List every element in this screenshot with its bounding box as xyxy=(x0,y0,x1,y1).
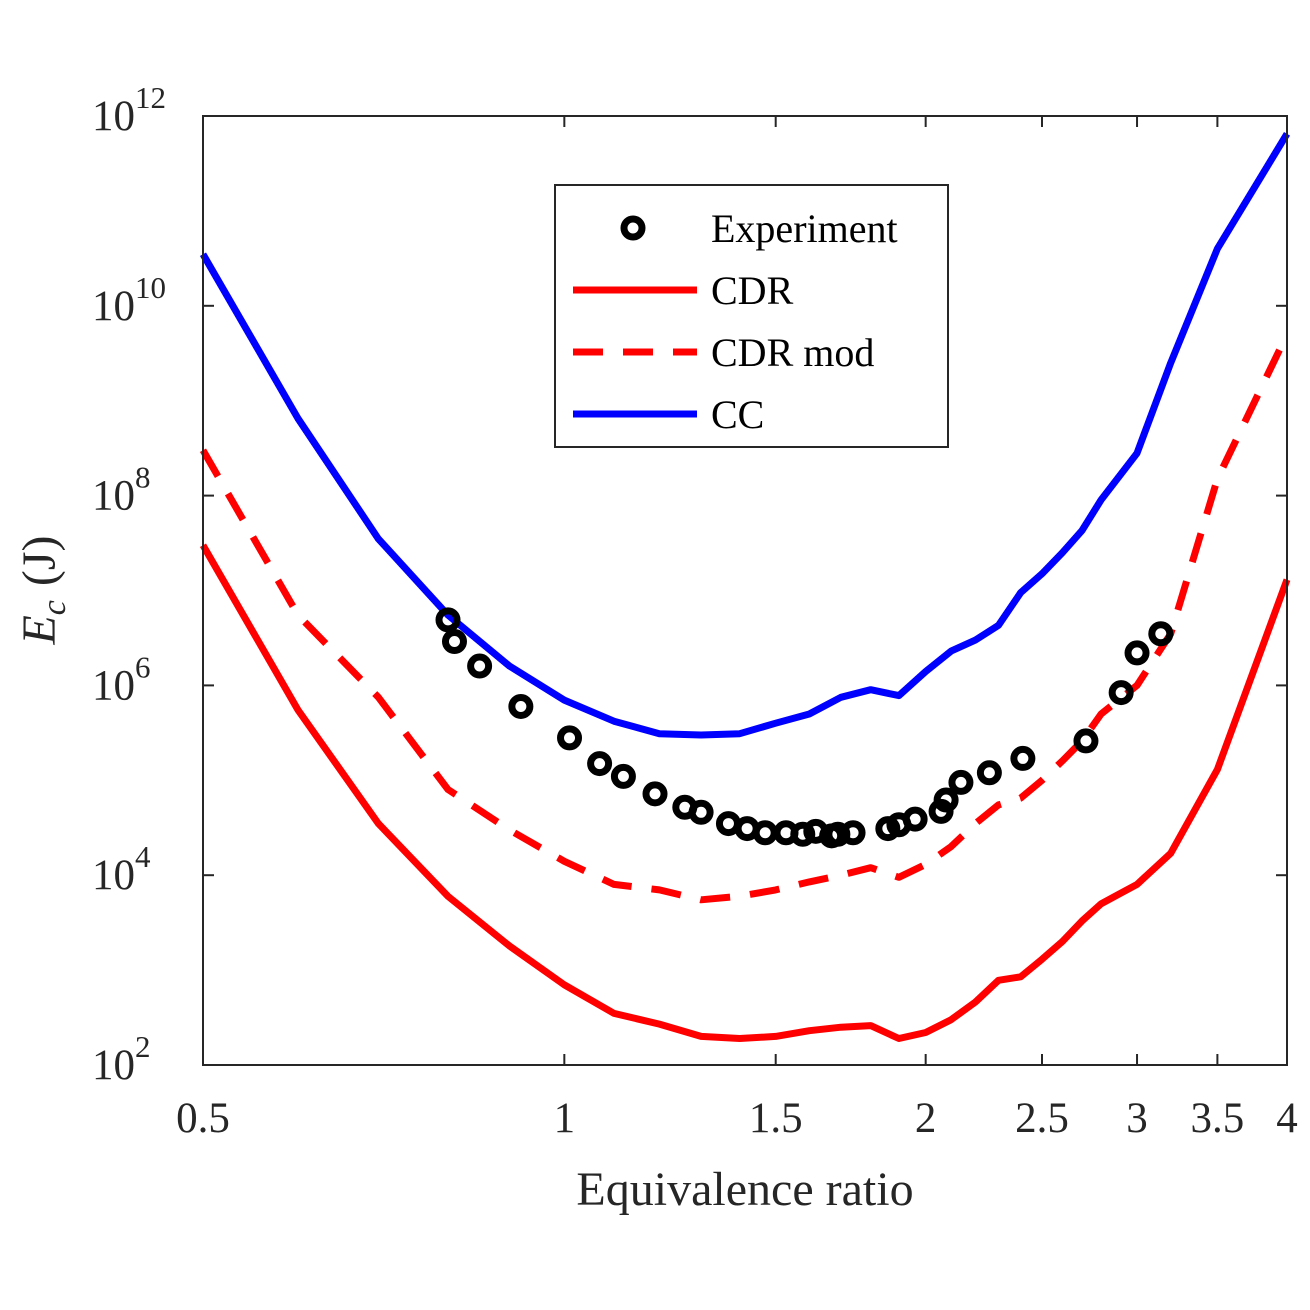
experiment-point xyxy=(441,629,467,655)
series-line-cc xyxy=(199,131,1290,739)
y-tick-exponent: 10 xyxy=(135,270,166,305)
x-tick-label: 3 xyxy=(1126,1095,1148,1142)
series-line-cdr-mod xyxy=(199,332,1291,904)
y-tick-label: 104 xyxy=(92,839,151,899)
experiment-point xyxy=(948,769,974,795)
series-line-cdr xyxy=(199,543,1291,1042)
x-tick-label: 1 xyxy=(554,1095,576,1142)
x-axis-label: Equivalence ratio xyxy=(576,1163,913,1216)
legend-box xyxy=(554,184,949,448)
experiment-point xyxy=(976,760,1002,786)
y-tick-label: 102 xyxy=(92,1029,151,1089)
legend-label-experiment: Experiment xyxy=(711,206,898,251)
x-tick-label: 4 xyxy=(1276,1095,1298,1142)
experiment-point xyxy=(840,820,866,846)
experiment-point xyxy=(933,787,959,813)
y-tick-exponent: 4 xyxy=(135,839,151,874)
axes-layer xyxy=(202,115,1288,1066)
experiment-point xyxy=(467,653,493,679)
experiment-point xyxy=(435,607,461,633)
y-tick-label: 1012 xyxy=(92,80,166,140)
experiment-point xyxy=(790,821,816,847)
y-tick-exponent: 2 xyxy=(135,1029,151,1064)
y-axis-label: Ec (J) xyxy=(13,535,73,645)
experiment-point xyxy=(1148,621,1174,647)
y-axis-label-subscript: c xyxy=(36,600,73,615)
legend: Experiment CDR CDR mod CC xyxy=(554,184,949,448)
experiment-point xyxy=(1124,640,1150,666)
x-tick-label: 3.5 xyxy=(1191,1095,1245,1142)
y-tick-exponent: 12 xyxy=(135,80,166,115)
axes-frame xyxy=(202,115,1288,1066)
series-layer xyxy=(199,131,1291,1042)
experiment-point xyxy=(688,799,714,825)
y-tick-label: 108 xyxy=(92,460,151,520)
experiment-point xyxy=(587,751,613,777)
y-tick-base: 10 xyxy=(92,93,135,140)
x-tick-label: 2 xyxy=(915,1095,937,1142)
experiment-point xyxy=(1010,745,1036,771)
experiment-point xyxy=(557,725,583,751)
legend-label-cdr-mod: CDR mod xyxy=(711,330,874,375)
legend-marker-experiment xyxy=(620,215,646,241)
y-tick-base: 10 xyxy=(92,473,135,520)
x-tick-label: 1.5 xyxy=(749,1095,803,1142)
y-axis-label-unit: (J) xyxy=(13,535,66,586)
experiment-point xyxy=(610,763,636,789)
y-axis-label-symbol: E xyxy=(13,615,66,645)
y-tick-base: 10 xyxy=(92,852,135,899)
experiment-point xyxy=(1073,728,1099,754)
experiment-point xyxy=(902,806,928,832)
experiment-point xyxy=(642,781,668,807)
legend-label-cc: CC xyxy=(711,392,764,437)
y-tick-base: 10 xyxy=(92,283,135,330)
y-tick-exponent: 8 xyxy=(135,460,151,495)
y-tick-label: 106 xyxy=(92,649,151,709)
y-tick-exponent: 6 xyxy=(135,649,151,684)
x-axis-ticks: 0.5 1 1.5 2 2.5 3 3.5 4 xyxy=(176,116,1298,1142)
legend-label-cdr: CDR xyxy=(711,268,794,313)
y-tick-base: 10 xyxy=(92,1042,135,1089)
x-tick-label: 0.5 xyxy=(176,1095,230,1142)
y-tick-base: 10 xyxy=(92,662,135,709)
experiment-point xyxy=(1108,680,1134,706)
x-tick-label: 2.5 xyxy=(1015,1095,1069,1142)
y-tick-label: 1010 xyxy=(92,270,166,330)
experiment-point xyxy=(508,693,534,719)
